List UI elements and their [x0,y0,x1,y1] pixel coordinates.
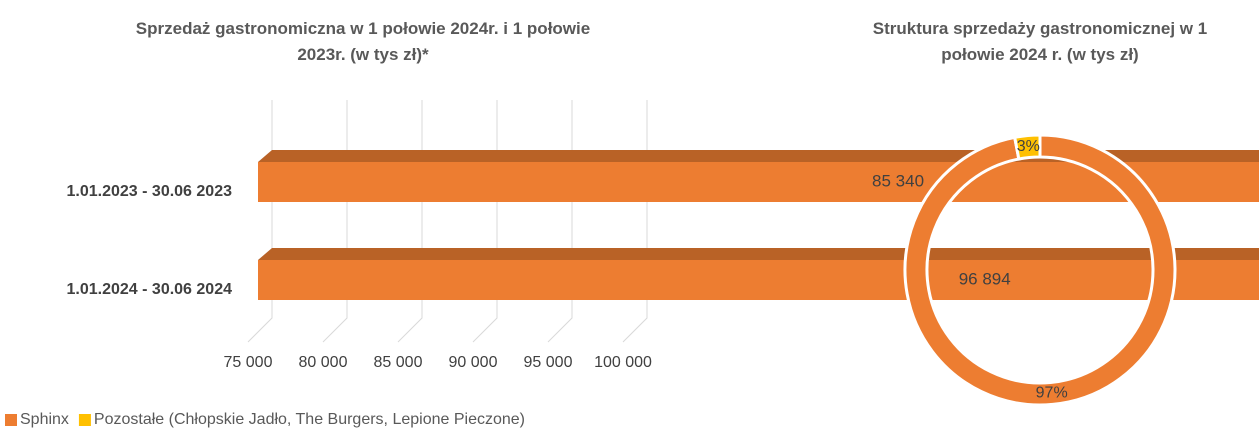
grid-line [397,100,423,343]
x-tick-label: 75 000 [224,354,273,371]
data-label: 3% [1017,138,1040,155]
data-label: 96 894 [959,269,1011,288]
x-tick-label: 100 000 [594,354,652,371]
x-tick-label: 90 000 [449,354,498,371]
bar-top [258,248,1259,260]
y-tick-label: 1.01.2023 - 30.06 2023 [67,183,233,200]
data-label: 97% [1036,385,1068,402]
grid-line [622,100,648,343]
bar-chart-title: Sprzedaż gastronomiczna w 1 połowie 2024… [135,19,591,64]
data-label: 85 340 [872,171,924,190]
x-tick-label: 95 000 [524,354,573,371]
legend-label: Pozostałe (Chłopskie Jadło, The Burgers,… [94,411,525,428]
donut-chart-title: Struktura sprzedaży gastronomicznej w 1 … [872,19,1208,64]
x-tick-label: 80 000 [299,354,348,371]
legend-label: Sphinx [20,411,69,428]
bar [258,260,1259,300]
grid-line [472,100,498,343]
donut-slice [1012,133,1042,161]
grid-line [322,100,348,343]
x-tick-label: 85 000 [374,354,423,371]
grid-line [547,100,573,343]
legend-swatch [78,414,91,426]
legend-swatch [5,414,17,426]
y-tick-label: 1.01.2024 - 30.06 2024 [67,281,233,298]
grid-line [247,100,273,343]
donut-slice [903,133,1177,407]
